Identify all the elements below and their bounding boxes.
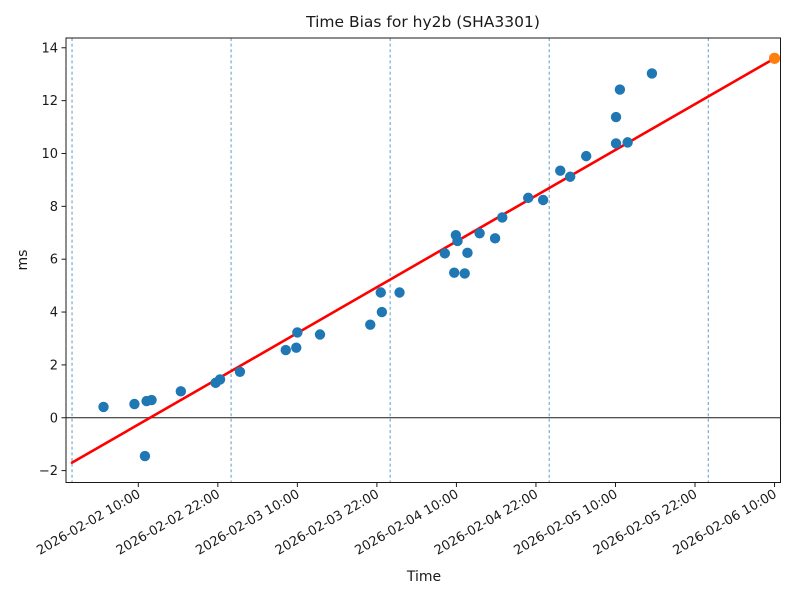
data-point [610,138,622,149]
trend-line [70,57,776,464]
data-point [564,171,576,182]
data-point [474,228,485,239]
data-point [376,306,388,318]
data-point [459,268,470,279]
trend-fit-line [70,57,776,464]
data-point [581,150,592,162]
x-axis-label: Time [406,569,441,585]
chart-title: Time Bias for hy2b (SHA3301) [305,13,540,31]
data-point [555,165,566,176]
data-point [537,194,549,206]
data-point [129,398,140,410]
data-point [622,137,633,148]
y-tick-label: −2 [39,464,58,479]
y-tick-label: 12 [41,94,58,109]
plot-border [65,37,781,483]
data-point [452,235,463,247]
data-point [292,327,303,338]
data-point [614,84,626,95]
data-point [375,287,386,298]
data-points [98,68,658,462]
y-tick-label: 0 [50,411,58,426]
data-point [214,374,226,385]
x-gridlines [71,38,709,483]
data-point [234,366,246,377]
data-point [280,344,291,356]
y-axis-label: ms [15,250,31,271]
data-point [439,248,451,259]
data-point [291,342,302,353]
latest-data-point [768,52,781,64]
data-point [610,111,622,123]
data-point [497,212,508,223]
data-point [646,68,658,79]
data-point [146,394,157,406]
y-tick-labels: −2 0 2 4 6 8 10 12 14 [39,41,66,479]
y-tick-label: 8 [50,200,58,215]
data-point [489,233,501,244]
data-point [175,386,187,397]
data-point [523,192,534,204]
y-tick-label: 6 [50,253,58,268]
latest-point [768,52,781,64]
data-point [462,247,473,259]
data-point [314,329,326,340]
y-tick-label: 14 [41,41,58,56]
data-point [449,267,460,278]
data-point [365,319,376,330]
data-point [98,401,109,413]
y-tick-label: 10 [41,147,58,162]
data-point [394,287,405,298]
data-point [139,450,151,462]
axes-frame [65,37,781,483]
y-tick-label: 2 [50,358,58,373]
y-tick-label: 4 [50,306,58,321]
